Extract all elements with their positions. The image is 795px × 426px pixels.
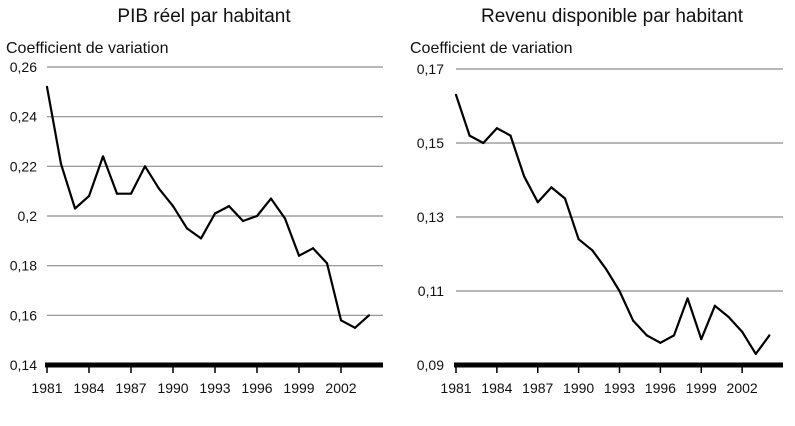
series-line (45, 86, 370, 329)
x-tick-label: 2002 (325, 380, 356, 396)
y-tick-label: 0,18 (10, 258, 37, 274)
data-point (325, 262, 329, 265)
data-point (367, 314, 371, 317)
y-tick-label: 0,22 (10, 158, 37, 174)
data-point (550, 186, 553, 189)
chart-title: Revenu disponible par habitant (481, 6, 744, 27)
x-tick-label: 1996 (241, 380, 272, 396)
data-point (143, 165, 147, 168)
chart-title: PIB réel par habitant (117, 6, 291, 27)
data-point (577, 238, 580, 241)
data-point (727, 315, 730, 318)
x-tick-label: 2002 (727, 380, 758, 396)
data-point (311, 247, 315, 250)
x-tick-label: 1981 (31, 380, 62, 396)
data-point (713, 304, 716, 307)
x-tick-label: 1993 (199, 380, 230, 396)
x-tick-label: 1984 (73, 380, 104, 396)
data-point (632, 319, 635, 322)
x-tick-label: 1987 (522, 380, 553, 396)
data-point (59, 162, 63, 165)
data-point (563, 197, 567, 200)
x-tick-label: 1999 (283, 380, 314, 396)
y-tick-label: 0,13 (417, 209, 444, 225)
chart-disposable-income-per-capita: Revenu disponible par habitant Coefficie… (410, 6, 783, 396)
data-point (672, 334, 676, 337)
data-point (185, 227, 189, 230)
data-point (591, 249, 594, 252)
data-point (297, 254, 301, 257)
data-point (269, 197, 273, 200)
y-tick-label: 0,09 (417, 357, 444, 373)
y-tick-label: 0,24 (10, 109, 37, 125)
data-point (129, 192, 133, 195)
data-point (199, 237, 203, 240)
x-tick-label: 1993 (604, 380, 635, 396)
chart-gdp-per-capita: PIB réel par habitant Coefficient de var… (6, 6, 383, 396)
data-point (101, 155, 105, 158)
data-point (283, 217, 287, 220)
x-tick-label: 1996 (645, 380, 676, 396)
data-point (604, 267, 607, 270)
y-axis-label: Coefficient de variation (410, 40, 572, 57)
data-point (768, 334, 771, 337)
data-point (157, 187, 161, 190)
data-point (536, 201, 539, 204)
data-point (353, 326, 357, 329)
data-point (741, 330, 744, 333)
x-tick-label: 1984 (481, 380, 512, 396)
x-tick-label: 1999 (686, 380, 717, 396)
data-point (700, 338, 703, 341)
y-axis-label: Coefficient de variation (6, 40, 168, 57)
data-point (523, 175, 526, 178)
data-point (686, 297, 689, 300)
y-tick-label: 0,2 (18, 208, 38, 224)
data-point (509, 134, 512, 137)
data-point (45, 85, 49, 88)
x-tick-label: 1990 (157, 380, 188, 396)
data-point (255, 214, 259, 218)
data-point (73, 207, 77, 210)
data-point (87, 195, 91, 198)
data-point (645, 334, 648, 337)
data-point (227, 204, 231, 208)
x-tick-label: 1981 (440, 380, 471, 396)
data-point (213, 212, 217, 215)
data-point (659, 341, 662, 344)
data-point (241, 219, 245, 223)
data-point (618, 289, 621, 293)
data-point (495, 127, 498, 130)
y-tick-label: 0,16 (10, 307, 37, 323)
y-tick-label: 0,11 (418, 283, 444, 299)
y-tick-label: 0,26 (10, 59, 37, 75)
data-point (454, 93, 458, 96)
data-point (468, 134, 471, 137)
x-tick-label: 1990 (563, 380, 594, 396)
data-point (171, 204, 175, 208)
x-tick-label: 1987 (115, 380, 146, 396)
series-line (454, 94, 771, 355)
y-tick-label: 0,15 (417, 135, 444, 151)
data-point (754, 352, 757, 355)
data-point (115, 192, 119, 195)
y-tick-label: 0,17 (417, 61, 444, 77)
data-point (482, 141, 485, 145)
data-point (339, 319, 343, 322)
y-tick-label: 0,14 (10, 357, 37, 373)
